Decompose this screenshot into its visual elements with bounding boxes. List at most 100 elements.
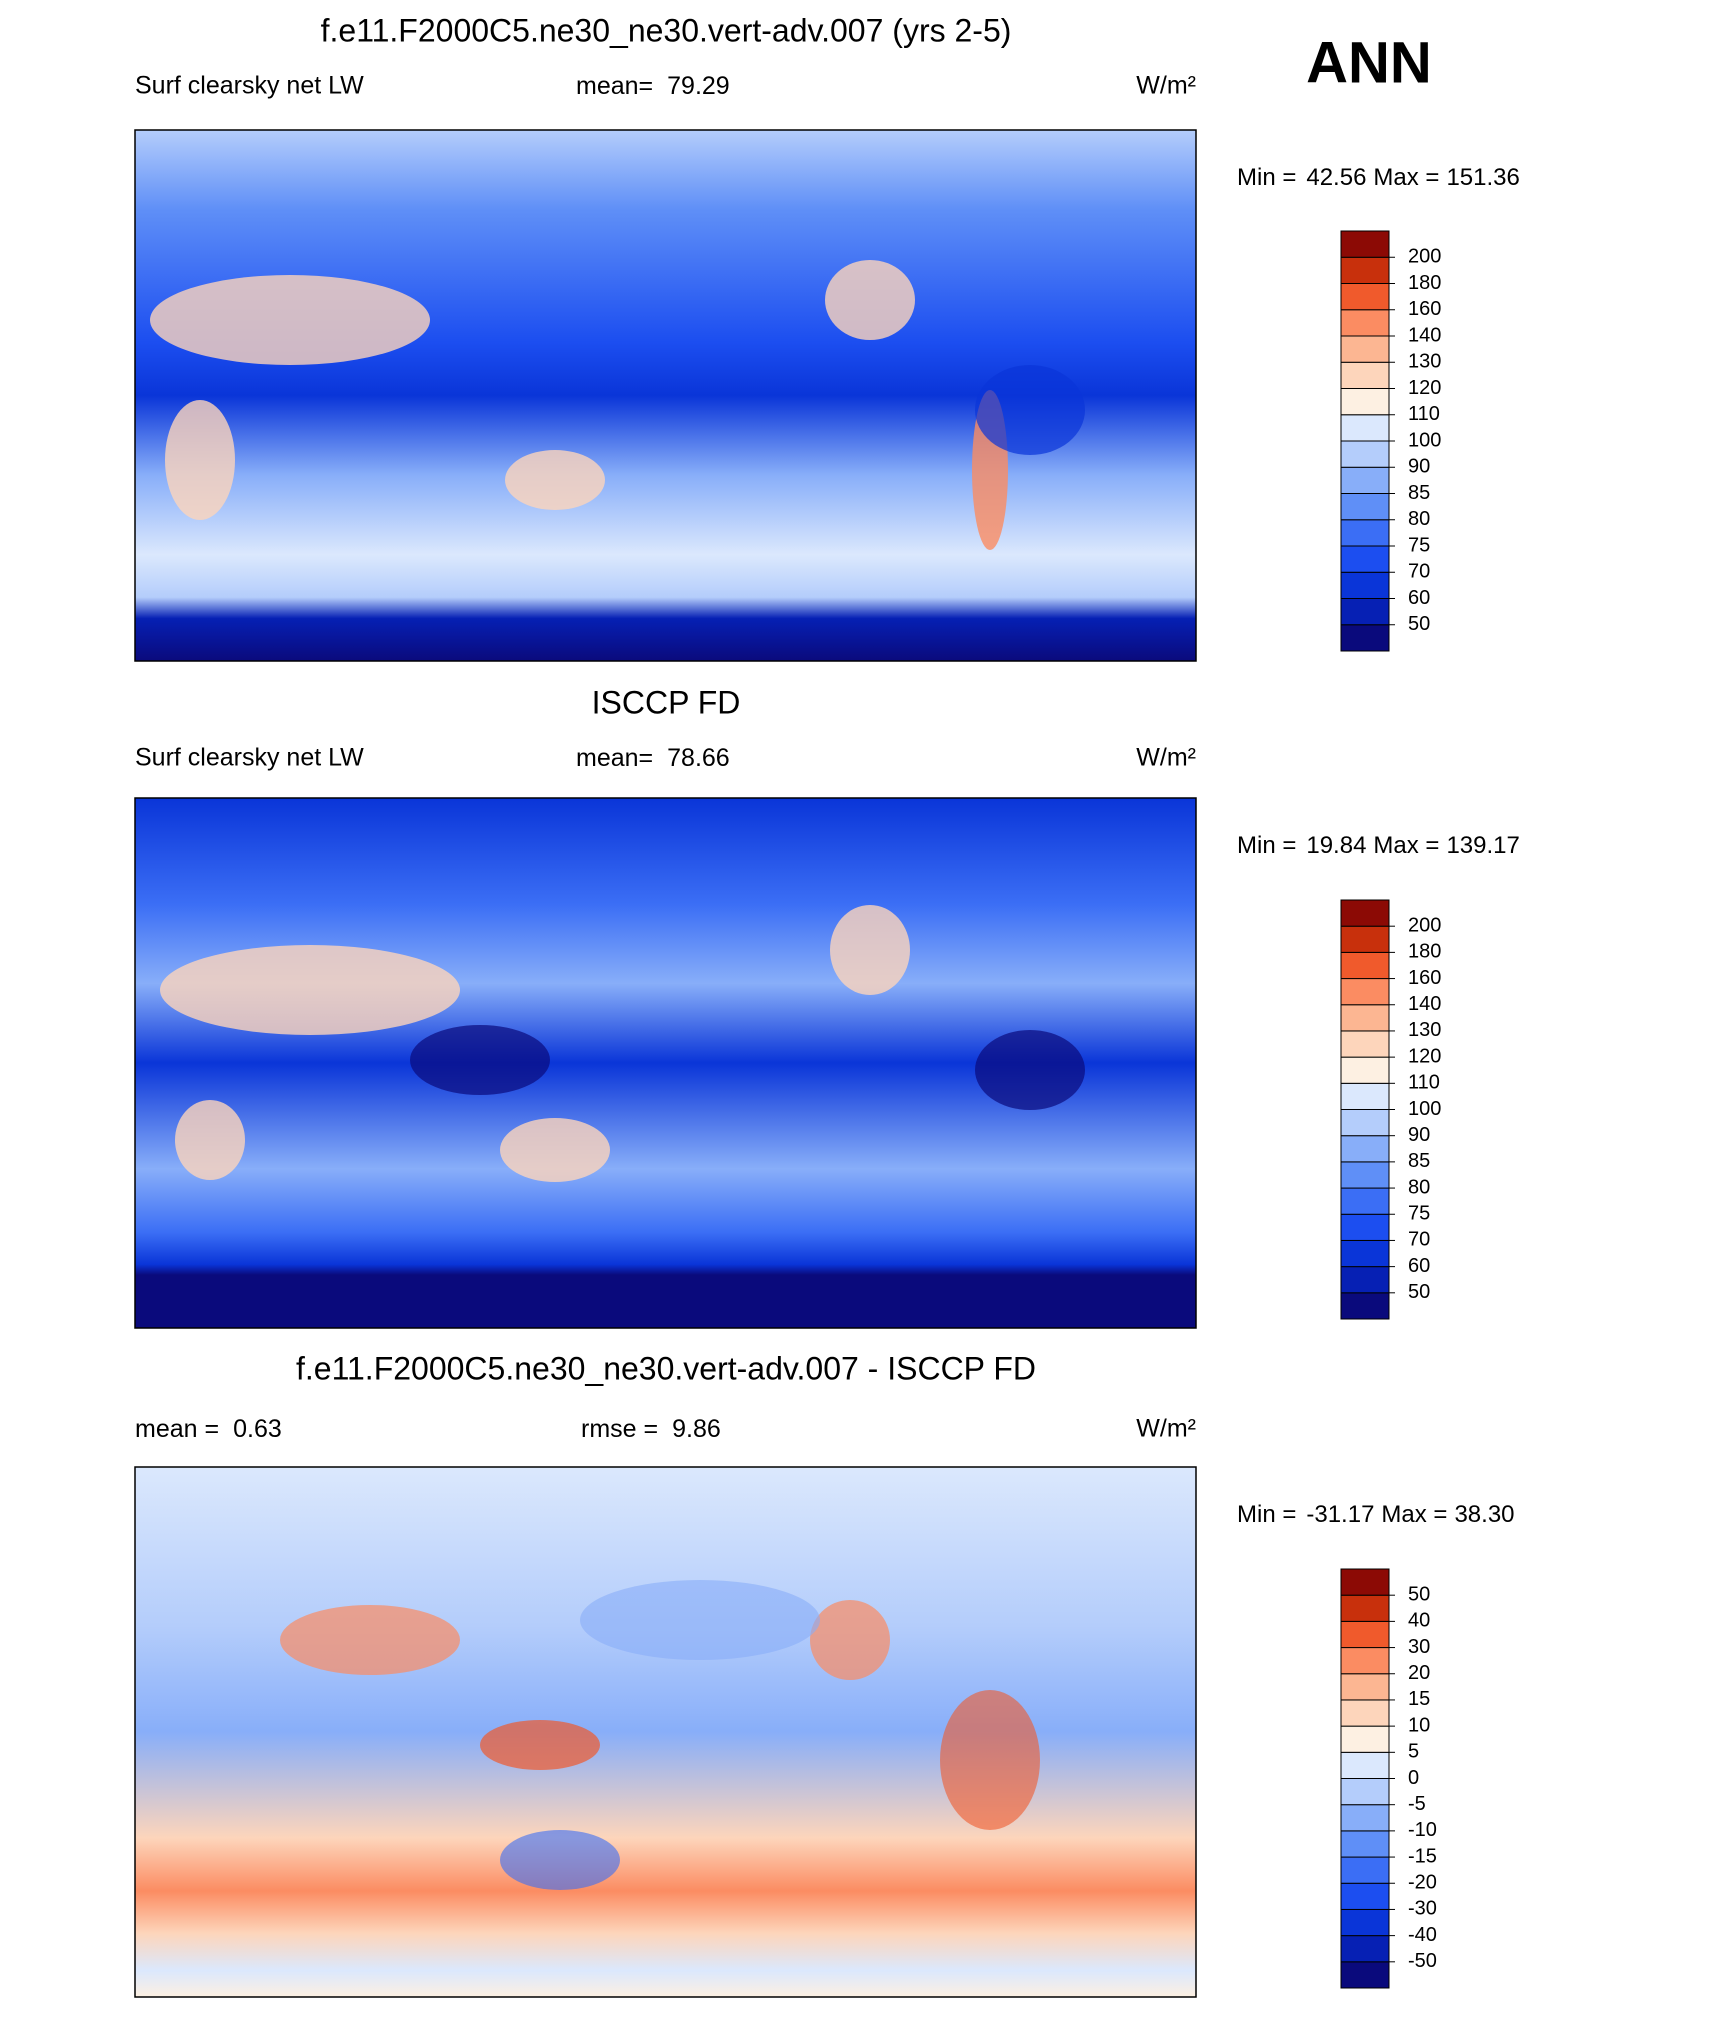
units: W/m² — [1136, 744, 1196, 772]
stat-label: mean= — [576, 744, 653, 772]
colorbar-box — [1340, 1594, 1390, 1622]
colorbar-label: 120 — [1408, 1045, 1441, 1067]
colorbar-label: 140 — [1408, 993, 1441, 1015]
units: W/m² — [1136, 72, 1196, 100]
colorbar-label: 140 — [1408, 324, 1441, 346]
stat-value: 79.29 — [667, 72, 730, 100]
max-value: 139.17 — [1446, 832, 1519, 859]
stat-label: mean = — [135, 1415, 219, 1443]
colorbar-label: 100 — [1408, 1098, 1441, 1120]
max-label: Max = — [1373, 164, 1439, 191]
colorbar-box — [1340, 309, 1390, 337]
max-label: Max = — [1373, 832, 1439, 859]
colorbar-label: 50 — [1408, 1281, 1430, 1303]
colorbar-label: 100 — [1408, 429, 1441, 451]
min-label: Min = — [1237, 1501, 1296, 1528]
max-value: 151.36 — [1446, 164, 1519, 191]
colorbar-box — [1340, 1004, 1390, 1032]
colorbar-box — [1340, 598, 1390, 626]
max-value: 38.30 — [1454, 1501, 1514, 1528]
colorbar-label: 90 — [1408, 1124, 1430, 1146]
min-value: 19.84 — [1306, 832, 1366, 859]
colorbar-box — [1340, 1935, 1390, 1963]
max-label: Max = — [1381, 1501, 1447, 1528]
colorbar-label: 110 — [1408, 403, 1440, 425]
colorbar-box — [1340, 335, 1390, 363]
min-label: Min = — [1237, 832, 1296, 859]
colorbar-label: -10 — [1408, 1819, 1437, 1841]
colorbar-label: 30 — [1408, 1636, 1430, 1658]
colorbar-label: 130 — [1408, 1019, 1441, 1041]
colorbar-box — [1340, 1647, 1390, 1675]
colorbar-box — [1340, 951, 1390, 980]
stat-value: 0.63 — [233, 1415, 282, 1443]
colorbar-label: 60 — [1408, 587, 1430, 609]
colorbar-label: -50 — [1408, 1950, 1437, 1972]
stat-label: mean= — [576, 72, 653, 100]
colorbar-label: 0 — [1408, 1767, 1419, 1789]
colorbar-label: -40 — [1408, 1924, 1437, 1946]
colorbar-box — [1340, 1778, 1390, 1806]
colorbar-box — [1340, 388, 1390, 416]
panel-title: ISCCP FD — [592, 684, 741, 720]
stat-label: rmse = — [581, 1415, 658, 1443]
colorbar-label: 10 — [1408, 1714, 1430, 1736]
colorbar-label: 110 — [1408, 1072, 1440, 1094]
colorbar-label: -5 — [1408, 1793, 1426, 1815]
colorbar-label: 70 — [1408, 561, 1430, 583]
min-value: 42.56 — [1306, 164, 1366, 191]
map-frame — [134, 129, 1197, 662]
colorbar-box — [1340, 1082, 1390, 1110]
colorbar-box — [1340, 1804, 1390, 1832]
colorbar-box — [1340, 466, 1390, 494]
colorbar-box — [1340, 571, 1390, 599]
colorbar-box — [1340, 1266, 1390, 1294]
colorbar-box — [1340, 1030, 1390, 1058]
colorbar-box — [1340, 256, 1390, 284]
stat-value: 78.66 — [667, 744, 730, 772]
colorbar-label: 15 — [1408, 1688, 1430, 1710]
colorbar-label: 60 — [1408, 1255, 1430, 1277]
colorbar-box — [1340, 519, 1390, 547]
colorbar-box — [1340, 1187, 1390, 1215]
season-label: ANN — [1306, 30, 1432, 95]
colorbar-box — [1340, 361, 1390, 389]
colorbar-box — [1340, 1673, 1390, 1701]
min-value: -31.17 — [1306, 1501, 1374, 1528]
colorbar-box — [1340, 545, 1390, 573]
stat-text: mean= 78.66 — [576, 744, 730, 772]
colorbar-box — [1340, 1161, 1390, 1189]
colorbar-box — [1340, 1568, 1390, 1596]
colorbar-box — [1340, 1213, 1390, 1241]
stat-value: 9.86 — [672, 1415, 721, 1443]
colorbar-box — [1340, 978, 1390, 1006]
colorbar-label: 50 — [1408, 1583, 1430, 1605]
colorbar-box — [1340, 1109, 1390, 1137]
map-field — [135, 798, 1196, 1328]
colorbar-label: 180 — [1408, 941, 1441, 963]
colorbar-label: 130 — [1408, 351, 1441, 373]
colorbar-label: 70 — [1408, 1229, 1430, 1251]
colorbar-box — [1340, 1620, 1390, 1649]
colorbar-label: 75 — [1408, 534, 1430, 556]
colorbar-label: 90 — [1408, 456, 1430, 478]
colorbar-box — [1340, 1135, 1390, 1163]
colorbar-label: 80 — [1408, 1176, 1430, 1198]
units: W/m² — [1136, 1415, 1196, 1443]
colorbar-label: 50 — [1408, 613, 1430, 635]
map-field — [135, 1467, 1196, 1997]
variable-label: Surf clearsky net LW — [135, 744, 364, 772]
colorbar-box — [1340, 899, 1390, 927]
colorbar-box — [1340, 1830, 1390, 1858]
panel-title: f.e11.F2000C5.ne30_ne30.vert-adv.007 (yr… — [321, 12, 1012, 48]
colorbar-box — [1340, 925, 1390, 953]
colorbar-box — [1340, 1292, 1390, 1320]
min-label: Min = — [1237, 164, 1296, 191]
colorbar-label: -20 — [1408, 1872, 1437, 1894]
colorbar-label: -15 — [1408, 1845, 1437, 1867]
panel-title: f.e11.F2000C5.ne30_ne30.vert-adv.007 - I… — [296, 1350, 1036, 1386]
colorbar-box — [1340, 414, 1390, 442]
colorbar-box — [1340, 1961, 1390, 1989]
colorbar-label: -30 — [1408, 1898, 1437, 1920]
